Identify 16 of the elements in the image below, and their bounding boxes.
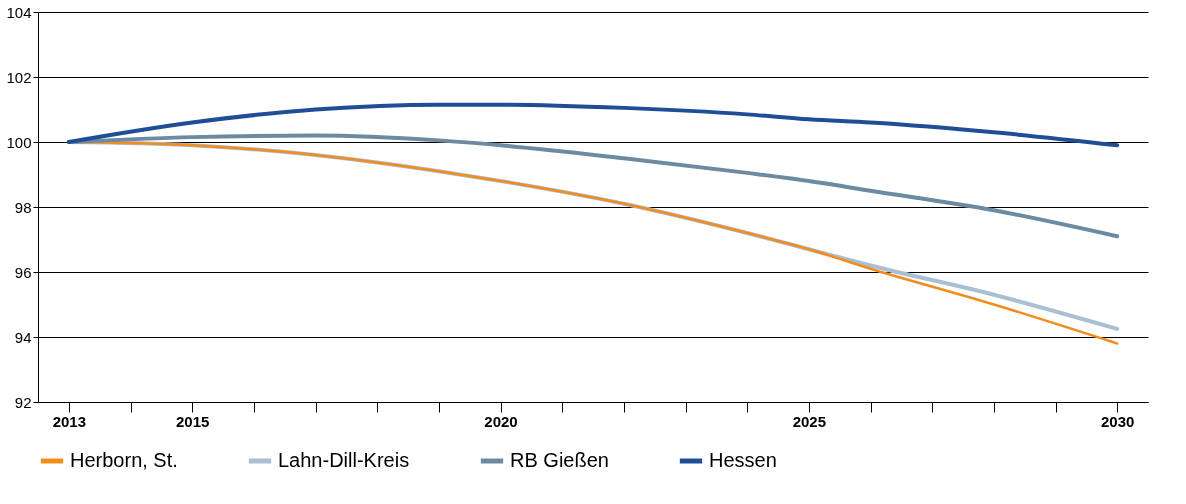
y-tick-label: 94 [14, 328, 32, 346]
legend-label: Hessen [709, 449, 777, 471]
legend-label: Lahn-Dill-Kreis [278, 449, 410, 471]
legend-label: Herborn, St. [70, 449, 178, 471]
x-tick-label: 2020 [484, 412, 518, 430]
y-tick-label: 92 [14, 393, 32, 411]
y-tick-label: 102 [6, 68, 32, 86]
y-tick-label: 98 [14, 198, 32, 216]
legend-label: RB Gießen [510, 449, 609, 471]
x-tick-label: 2030 [1100, 412, 1135, 430]
y-tick-label: 96 [14, 263, 32, 281]
x-tick-label: 2025 [792, 412, 827, 430]
x-tick-label: 2013 [52, 412, 87, 430]
y-tick-label: 100 [6, 133, 32, 151]
x-tick-label: 2015 [175, 412, 210, 430]
y-tick-label: 104 [6, 3, 32, 21]
